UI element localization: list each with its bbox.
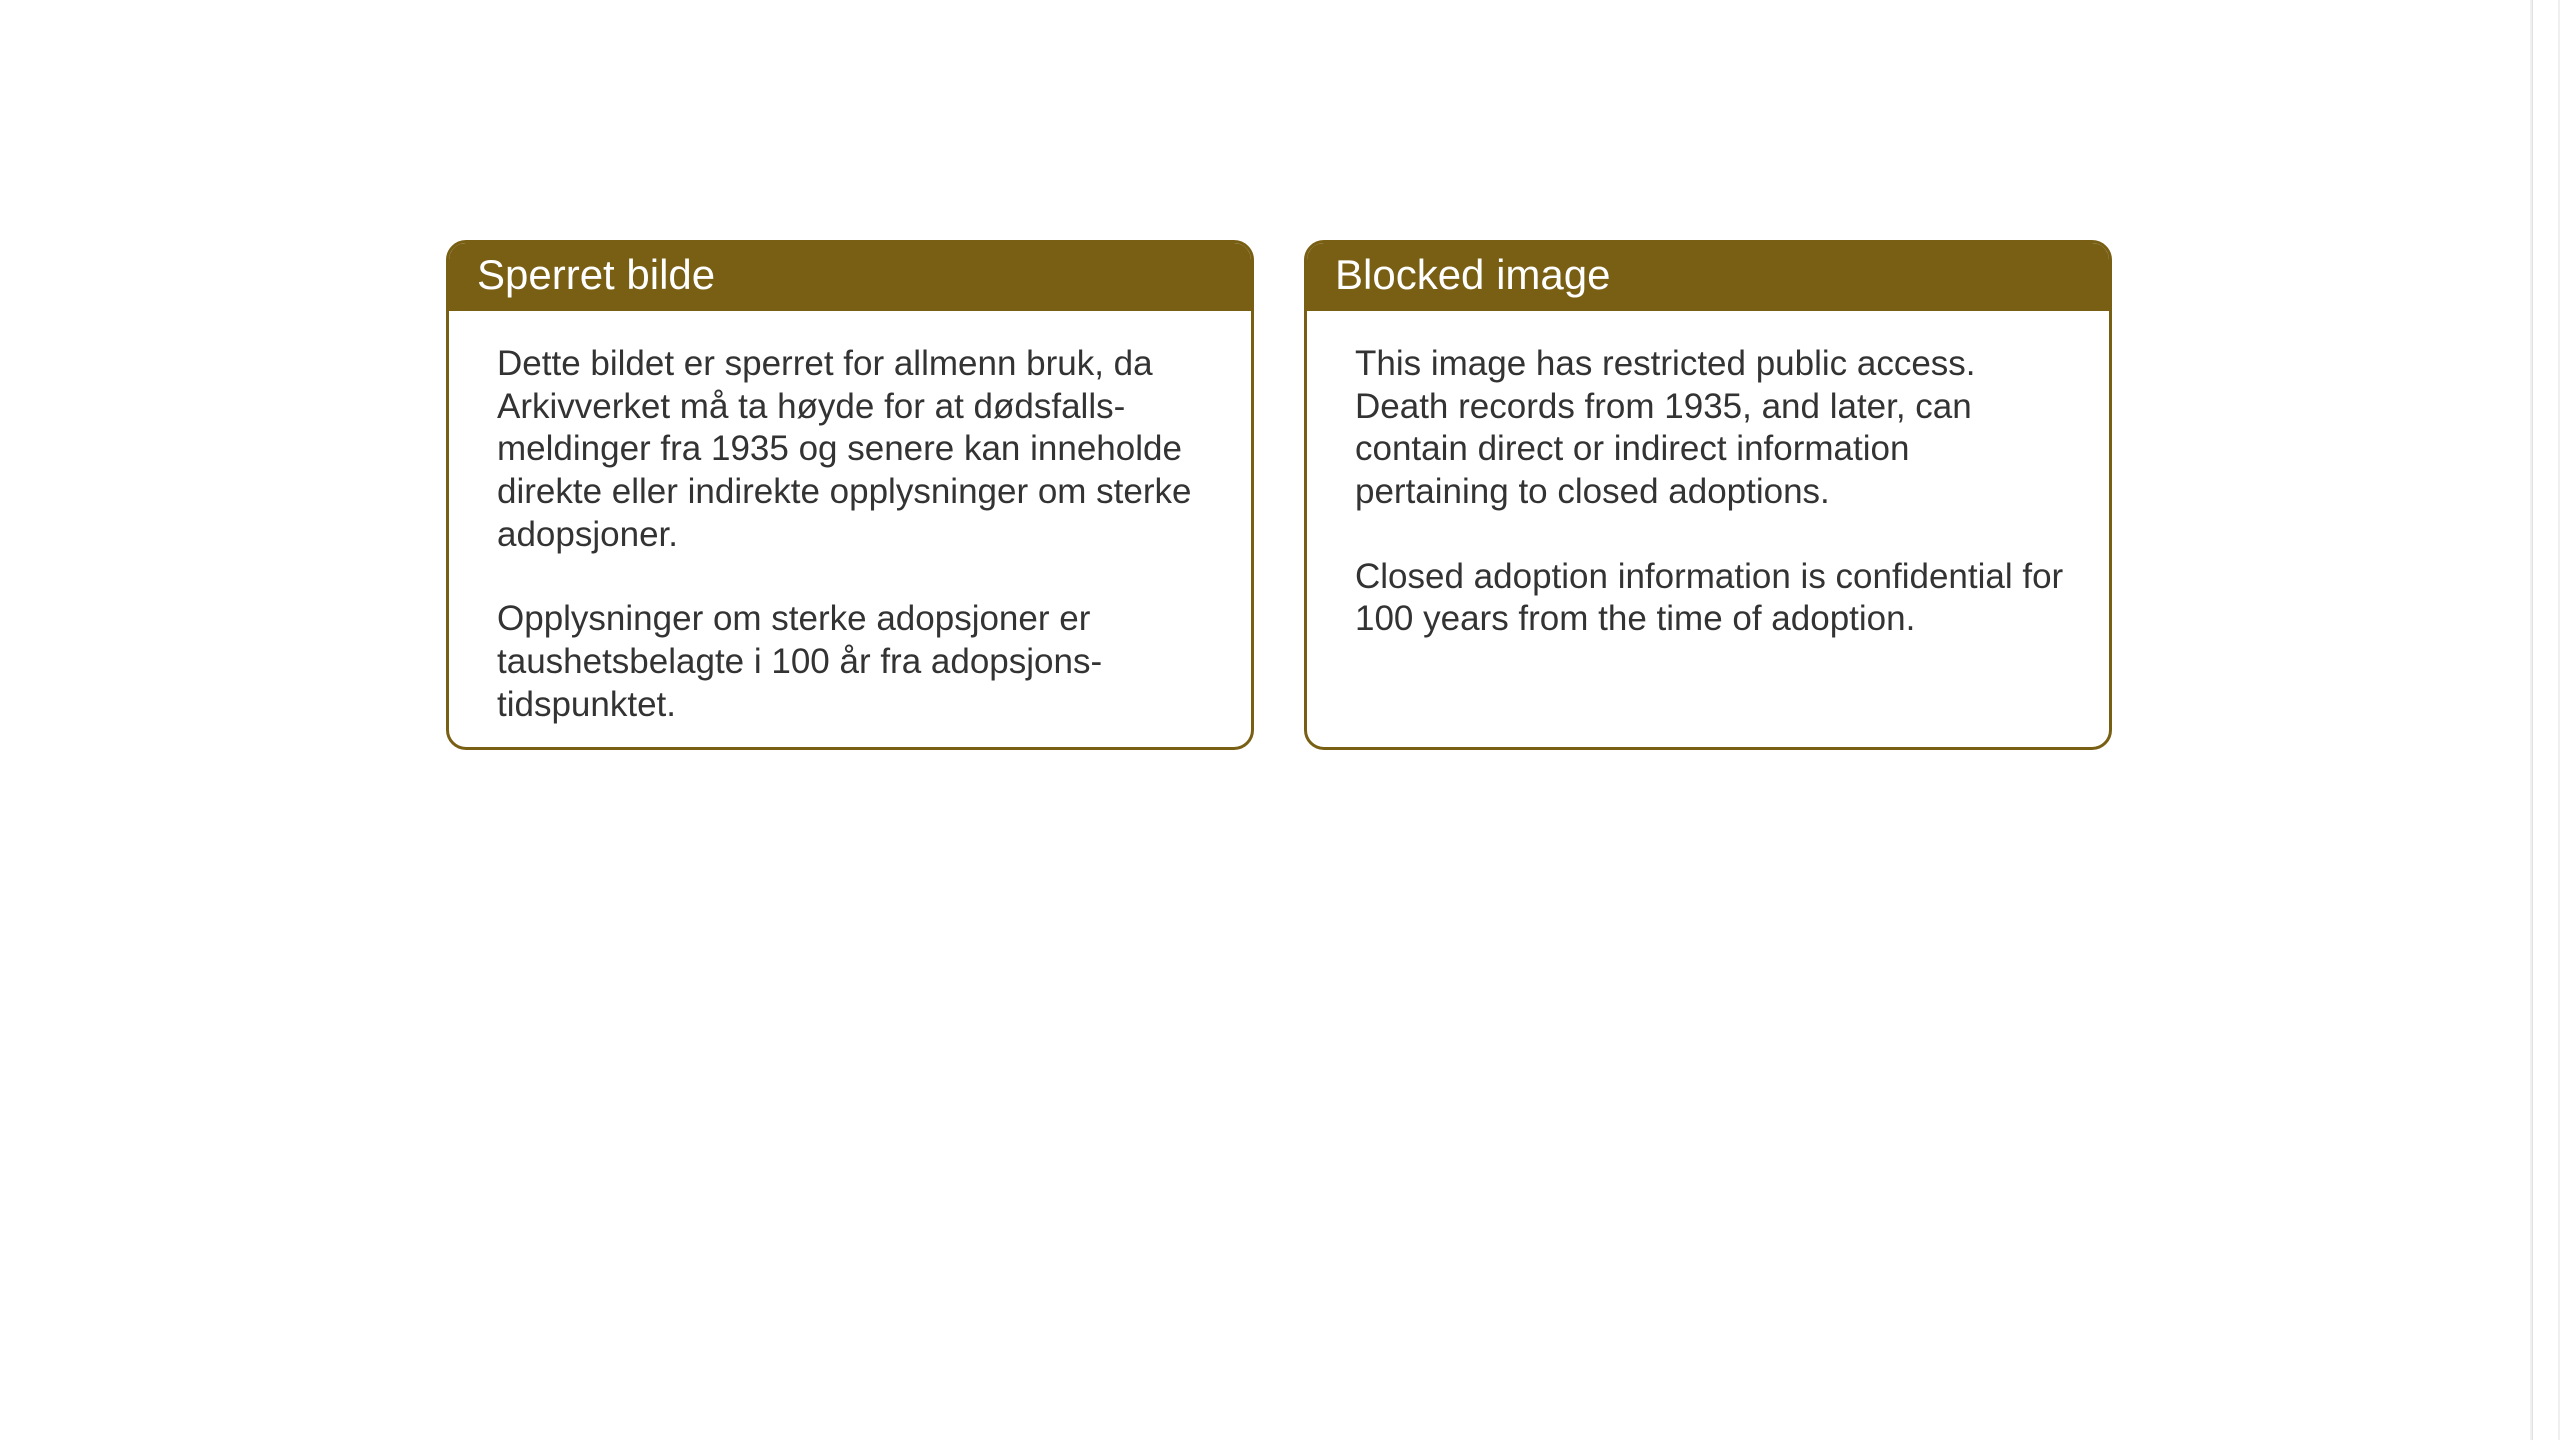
notice-card-norwegian: Sperret bilde Dette bildet er sperret fo… [446,240,1254,750]
notice-cards-container: Sperret bilde Dette bildet er sperret fo… [0,0,2560,750]
card-paragraph-1: This image has restricted public access.… [1355,343,2069,514]
card-title-english: Blocked image [1307,243,2109,311]
notice-card-english: Blocked image This image has restricted … [1304,240,2112,750]
card-body-english: This image has restricted public access.… [1307,311,2109,673]
card-paragraph-1: Dette bildet er sperret for allmenn bruk… [497,343,1211,556]
scrollbar-track[interactable] [2530,0,2560,1440]
card-body-norwegian: Dette bildet er sperret for allmenn bruk… [449,311,1251,750]
card-paragraph-2: Opplysninger om sterke adopsjoner er tau… [497,598,1211,726]
scrollbar-thumb[interactable] [2532,0,2558,1440]
card-title-norwegian: Sperret bilde [449,243,1251,311]
card-paragraph-2: Closed adoption information is confident… [1355,556,2069,641]
